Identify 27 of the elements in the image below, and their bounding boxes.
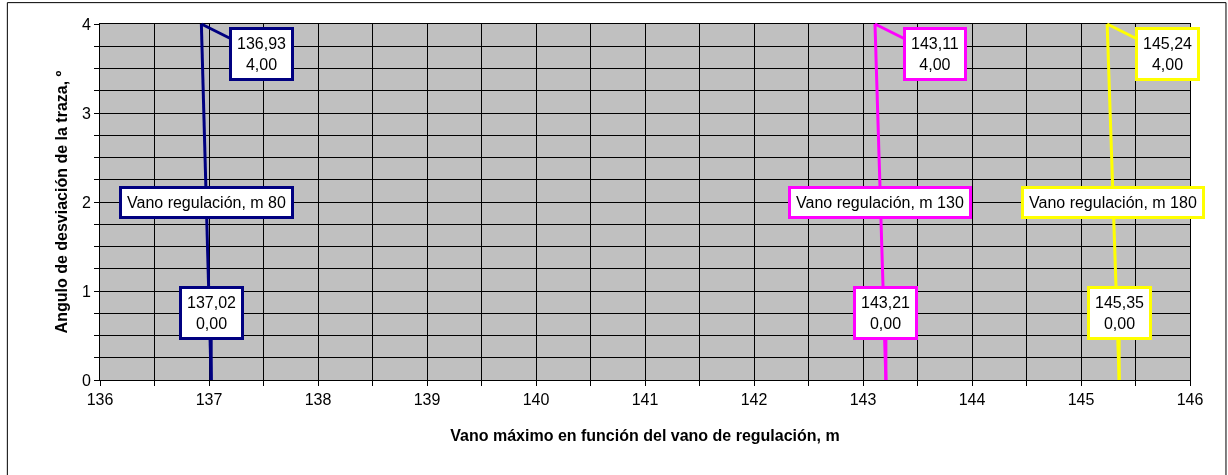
x-tick-label: 139 [413,391,441,409]
x-tick-label: 140 [522,391,550,409]
x-tick-label: 136 [86,391,114,409]
y-axis-title: Angulo de desviación de la traza, º [52,70,70,334]
x-tick-label: 146 [1176,391,1204,409]
data-label: 145,35 0,00 [1095,294,1145,332]
y-tick-label: 4 [81,15,91,33]
x-axis-title: Vano máximo en función del vano de regulación, m [450,426,840,444]
x-tick-label: 138 [304,391,332,409]
y-tick-label: 0 [81,371,91,389]
x-tick-label: 137 [195,391,223,409]
data-label: 145,24 4,00 [1143,35,1193,73]
y-tick-label: 2 [81,193,91,211]
x-tick-label: 144 [958,391,986,409]
data-label: 143,11 4,00 [911,35,959,73]
x-tick-label: 143 [849,391,877,409]
x-tick-label: 141 [631,391,659,409]
data-label: 136,93 4,00 [237,35,287,73]
y-tick-label: 1 [81,282,91,300]
data-label: 143,21 0,00 [861,294,911,332]
x-tick-label: 145 [1067,391,1095,409]
series-label: Vano regulación, m 80 [127,194,287,211]
series-label: Vano regulación, m 130 [796,194,964,211]
series-label: Vano regulación, m 180 [1029,194,1197,211]
data-label: 137,02 0,00 [187,294,237,332]
x-tick-label: 142 [740,391,768,409]
y-tick-label: 3 [81,104,91,122]
